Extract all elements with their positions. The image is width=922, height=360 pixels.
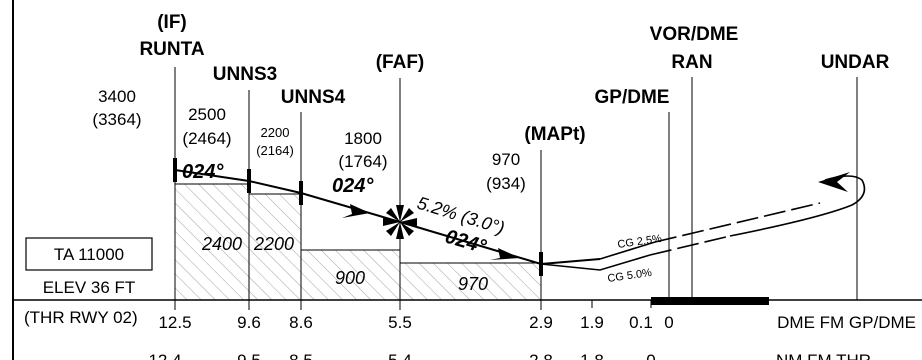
moca-area-2 xyxy=(248,193,302,301)
undar-name: UNDAR xyxy=(821,52,890,73)
unns4-alt: 2200 xyxy=(261,125,290,140)
course-2: 024° xyxy=(332,175,374,197)
path-arrows xyxy=(342,204,520,260)
faf-role: (FAF) xyxy=(376,52,425,73)
nm-value: 1.8 xyxy=(580,351,604,360)
dme-ticks xyxy=(174,300,652,308)
dme-value: 2.9 xyxy=(529,313,553,332)
moca-2: 2200 xyxy=(253,234,294,254)
elev-text: ELEV 36 FT xyxy=(43,278,136,297)
fix-lines xyxy=(174,67,858,310)
approach-path xyxy=(174,169,601,266)
mapt-height: (934) xyxy=(486,174,526,193)
moca-1: 2400 xyxy=(201,234,242,254)
dme-value: 0 xyxy=(664,313,673,332)
unns3-alt: 2500 xyxy=(188,105,226,124)
if-name: RUNTA xyxy=(139,39,204,60)
dme-row-label: DME FM GP/DME xyxy=(777,313,916,332)
vor-dme-name: VOR/DME xyxy=(650,24,739,45)
missed-arrow-icon xyxy=(818,172,850,192)
moca-4: 970 xyxy=(458,274,488,294)
moca-3: 900 xyxy=(335,268,365,288)
dme-value: 1.9 xyxy=(580,313,604,332)
nm-value: 0 xyxy=(646,351,655,360)
nm-value: 2.8 xyxy=(529,351,553,360)
mapt-role: (MAPt) xyxy=(524,124,585,145)
faf-alt: 1800 xyxy=(344,129,382,148)
dme-value: 5.5 xyxy=(388,313,412,332)
ta-text: TA 11000 xyxy=(54,245,124,264)
nm-value: 12.4 xyxy=(148,351,181,360)
dme-value: 8.6 xyxy=(289,313,313,332)
nm-row-label: NM FM THR xyxy=(776,351,871,360)
missed-approach xyxy=(540,175,866,271)
nm-value: 8.5 xyxy=(289,351,313,360)
runway-bar xyxy=(651,297,769,305)
ta-box xyxy=(25,237,153,271)
nm-value: 9.5 xyxy=(237,351,261,360)
unns3-name: UNNS3 xyxy=(213,64,277,85)
course-1: 024° xyxy=(182,161,224,183)
runta-height: (3364) xyxy=(92,110,141,129)
if-role: (IF) xyxy=(157,12,187,33)
runta-alt: 3400 xyxy=(98,87,136,106)
dme-value: 0.1 xyxy=(629,313,653,332)
unns3-height: (2464) xyxy=(182,129,231,148)
faf-cross-icon xyxy=(383,205,417,239)
nm-value: 5.4 xyxy=(388,351,412,360)
faf-height: (1764) xyxy=(338,152,387,171)
vor-dme-id: RAN xyxy=(671,52,712,73)
dme-ref: (THR RWY 02) xyxy=(24,308,138,327)
mapt-alt: 970 xyxy=(492,150,520,169)
dme-value: 9.6 xyxy=(237,313,261,332)
gp-dme-name: GP/DME xyxy=(595,87,670,108)
dme-value: 12.5 xyxy=(158,313,191,332)
unns4-height: (2164) xyxy=(256,143,294,158)
cg-label-2: CG 5.0% xyxy=(607,267,653,285)
cg-label-1: CG 2.5% xyxy=(617,233,663,251)
unns4-name: UNNS4 xyxy=(281,87,346,108)
